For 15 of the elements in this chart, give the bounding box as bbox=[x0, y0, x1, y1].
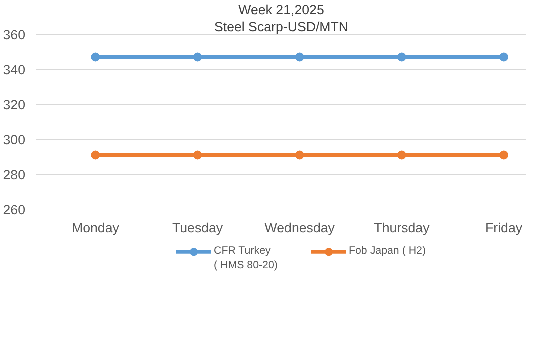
y-tick-label: 280 bbox=[3, 168, 26, 182]
x-tick-label: Friday bbox=[486, 220, 523, 236]
y-tick-label: 300 bbox=[3, 132, 26, 148]
legend-label: CFR Turkey ( HMS 80-20) bbox=[214, 245, 278, 272]
y-tick-label: 340 bbox=[3, 62, 26, 78]
y-tick-label: 320 bbox=[3, 98, 26, 112]
x-tick-label: Wednesday bbox=[264, 220, 336, 236]
x-tick-label: Thursday bbox=[374, 220, 430, 236]
x-tick-label: Monday bbox=[72, 220, 120, 236]
chart-title: Week 21,2025 bbox=[238, 2, 324, 18]
x-tick-label: Tuesday bbox=[172, 220, 224, 236]
legend-label: Fob Japan ( H2) bbox=[349, 245, 426, 258]
y-tick-label: 260 bbox=[3, 202, 26, 218]
chart-subtitle: Steel Scarp-USD/MTN bbox=[214, 20, 349, 34]
y-tick-label: 360 bbox=[3, 28, 26, 42]
